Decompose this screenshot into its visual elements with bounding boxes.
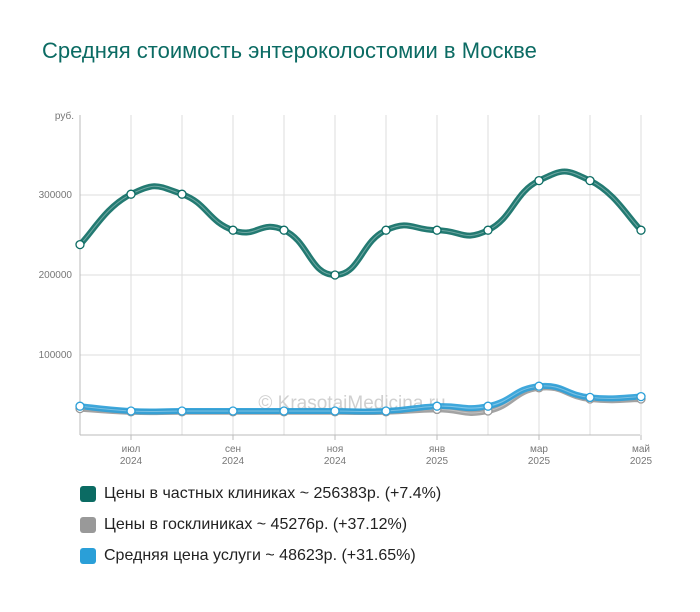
y-tick-label: 200000 [39, 270, 73, 281]
chart-title: Средняя стоимость энтероколостомии в Мос… [42, 38, 537, 63]
data-point [177, 406, 187, 416]
data-point [330, 270, 340, 280]
x-tick-year: 2024 [120, 456, 143, 467]
x-tick-month: мар [530, 444, 548, 455]
y-tick-label: 300000 [39, 190, 73, 201]
data-point [585, 175, 595, 186]
data-point [279, 406, 289, 416]
x-tick-year: 2024 [222, 456, 245, 467]
data-point [381, 406, 391, 416]
legend-swatch-public [80, 517, 96, 533]
legend-swatch-average [80, 548, 96, 564]
y-tick-label: 100000 [39, 350, 73, 361]
data-point [126, 189, 136, 199]
x-tick-year: 2024 [324, 456, 347, 467]
data-points [75, 175, 646, 417]
data-point [636, 225, 646, 235]
data-point [126, 406, 136, 416]
data-point [228, 406, 238, 416]
data-point [279, 225, 289, 235]
x-tick-year: 2025 [630, 456, 653, 467]
data-point [636, 391, 646, 402]
data-point [483, 401, 493, 411]
data-point [75, 239, 85, 250]
data-point [483, 225, 493, 235]
legend-label-average: Средняя цена услуги ~ 48623р. (+31.65%) [104, 547, 416, 564]
x-tick-month: ноя [327, 444, 344, 455]
data-point [330, 406, 340, 416]
x-tick-month: сен [225, 444, 241, 455]
y-axis-unit: руб. [55, 110, 74, 122]
series-line-0 [77, 168, 644, 279]
data-point [534, 175, 544, 186]
x-tick-month: янв [429, 444, 445, 455]
axis-labels: 100000200000300000руб.июл2024сен2024ноя2… [39, 110, 653, 467]
x-tick-month: июл [122, 444, 141, 455]
axes [79, 115, 642, 440]
series-line-highlight-2 [79, 385, 642, 413]
legend-label-public: Цены в госклиниках ~ 45276р. (+37.12%) [104, 516, 408, 533]
series-lines [77, 168, 644, 416]
x-tick-month: май [632, 444, 650, 455]
line-chart: © KrasotaiMedicina.ru 100000200000300000… [39, 110, 653, 467]
data-point [432, 401, 442, 411]
data-point [585, 392, 595, 403]
data-point [75, 401, 85, 411]
series-line-2 [77, 382, 644, 415]
data-point [381, 225, 391, 235]
x-tick-year: 2025 [426, 456, 449, 467]
data-point [534, 381, 544, 391]
legend-label-private: Цены в частных клиниках ~ 256383р. (+7.4… [104, 485, 442, 502]
data-point [228, 225, 238, 235]
data-point [432, 225, 442, 235]
grid-lines [80, 115, 642, 435]
data-point [177, 189, 187, 199]
legend-swatch-private [80, 486, 96, 502]
x-tick-year: 2025 [528, 456, 551, 467]
